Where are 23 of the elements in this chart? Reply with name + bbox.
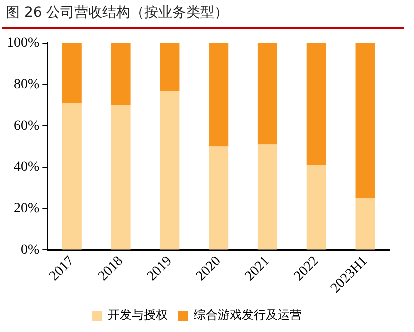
y-tick-label: 20% [14,202,40,217]
y-tick-label: 80% [14,77,40,92]
bar [356,43,376,199]
bar [62,43,82,104]
bar [209,43,229,147]
bar [160,43,180,91]
bar [111,43,131,106]
y-tick-label: 0% [20,242,40,258]
bar [62,103,82,250]
y-tick-label: 100% [6,36,40,52]
bar [160,90,180,250]
legend-label: 综合游戏发行及运营 [194,308,302,322]
y-tick-label: 40% [14,160,40,176]
bar [306,165,326,250]
chart-title: 图 26 公司营收结构（按业务类型） [6,4,229,22]
bar [111,105,131,250]
bar [356,198,376,250]
bar [258,43,278,145]
bar [209,146,229,250]
bar [306,43,326,166]
bar [258,144,278,250]
y-tick-label: 60% [14,118,40,134]
legend-label: 开发与授权 [108,308,168,322]
